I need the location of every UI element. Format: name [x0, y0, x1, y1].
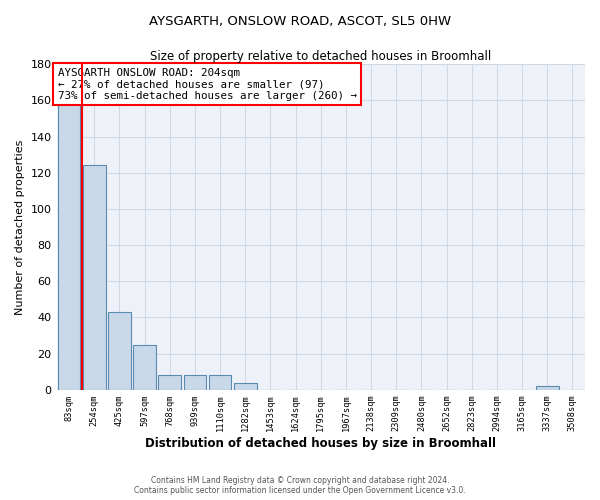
Text: AYSGARTH ONSLOW ROAD: 204sqm
← 27% of detached houses are smaller (97)
73% of se: AYSGARTH ONSLOW ROAD: 204sqm ← 27% of de…	[58, 68, 357, 101]
Bar	[158, 376, 181, 390]
Bar	[184, 376, 206, 390]
Y-axis label: Number of detached properties: Number of detached properties	[15, 140, 25, 314]
Bar	[209, 376, 232, 390]
Bar	[234, 382, 257, 390]
Bar	[108, 312, 131, 390]
Bar	[58, 82, 80, 390]
X-axis label: Distribution of detached houses by size in Broomhall: Distribution of detached houses by size …	[145, 437, 496, 450]
Bar	[83, 166, 106, 390]
Bar	[133, 344, 156, 390]
Title: Size of property relative to detached houses in Broomhall: Size of property relative to detached ho…	[150, 50, 491, 63]
Text: Contains HM Land Registry data © Crown copyright and database right 2024.
Contai: Contains HM Land Registry data © Crown c…	[134, 476, 466, 495]
Text: AYSGARTH, ONSLOW ROAD, ASCOT, SL5 0HW: AYSGARTH, ONSLOW ROAD, ASCOT, SL5 0HW	[149, 15, 451, 28]
Bar	[536, 386, 559, 390]
